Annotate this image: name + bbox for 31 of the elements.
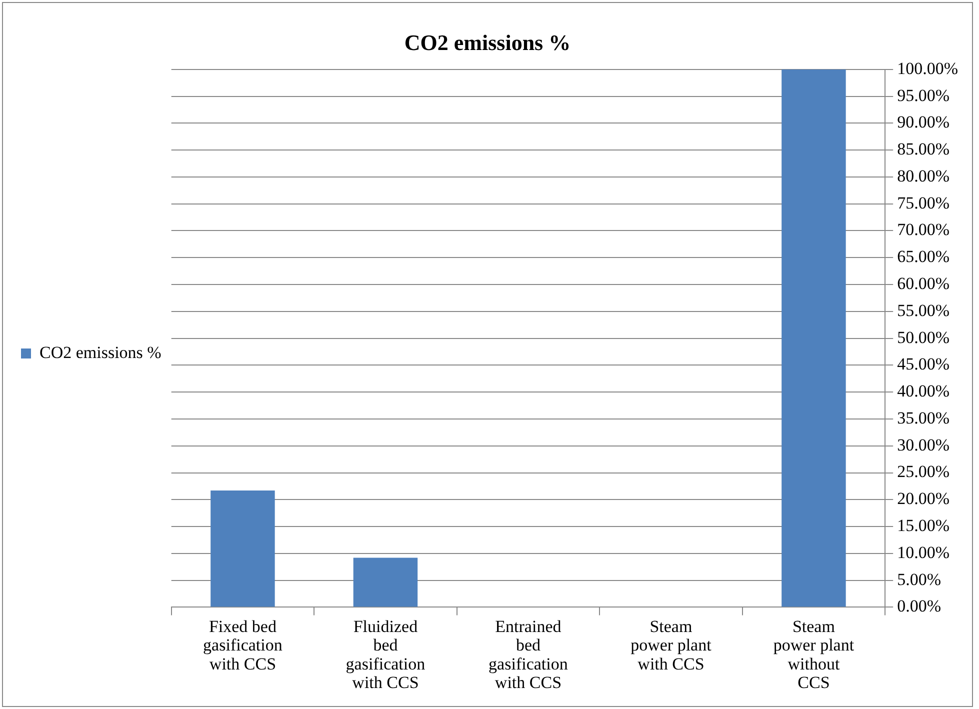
chart-title: CO2 emissions %: [404, 30, 571, 55]
y-tick-label: 0.00%: [897, 596, 942, 616]
y-tick-label: 10.00%: [897, 542, 950, 562]
y-tick-label: 75.00%: [897, 193, 950, 212]
y-tick-label: 20.00%: [897, 489, 950, 508]
legend-label: CO2 emissions %: [40, 342, 162, 362]
bar: [210, 490, 275, 607]
y-tick-label: 25.00%: [897, 462, 950, 482]
y-tick-label: 60.00%: [897, 274, 950, 293]
y-tick-label: 70.00%: [897, 220, 950, 240]
bar: [782, 69, 846, 607]
y-tick-label: 100.00%: [897, 58, 958, 78]
y-tick-label: 65.00%: [897, 247, 950, 266]
y-tick-label: 5.00%: [897, 570, 942, 589]
x-tick-label: Fluidized bed gasification with CCS: [346, 617, 426, 692]
y-tick-label: 55.00%: [897, 300, 950, 320]
y-tick-label: 45.00%: [897, 354, 950, 374]
y-tick-label: 85.00%: [897, 140, 950, 159]
y-tick-label: 30.00%: [897, 435, 950, 454]
x-tick-label: Steam power plant without CCS: [773, 617, 854, 692]
y-tick-label: 40.00%: [897, 382, 950, 401]
bar: [353, 558, 418, 607]
y-tick-label: 90.00%: [897, 112, 950, 132]
y-tick-label: 80.00%: [897, 166, 950, 186]
x-tick-label: Fixed bed gasification with CCS: [203, 617, 283, 674]
y-tick-label: 35.00%: [897, 408, 950, 428]
x-tick-label: Steam power plant with CCS: [630, 617, 712, 674]
y-tick-label: 50.00%: [897, 328, 950, 347]
y-tick-label: 15.00%: [897, 516, 950, 535]
x-tick-label: Entrained bed gasification with CCS: [488, 617, 568, 692]
y-tick-label: 95.00%: [897, 86, 950, 105]
